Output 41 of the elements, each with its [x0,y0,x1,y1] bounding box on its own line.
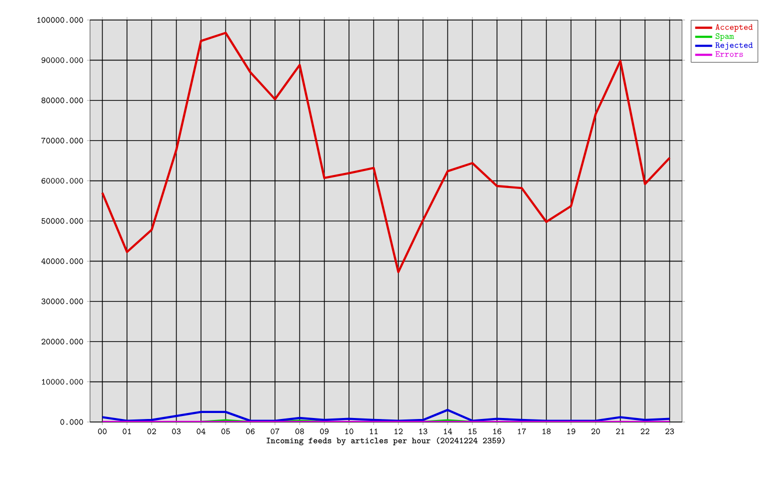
y-tick-label: 40000.000 [41,258,84,264]
legend-label: Accepted [716,24,753,32]
legend-label: Spam [716,33,734,41]
x-tick-label: 06 [246,428,255,434]
x-tick-label: 02 [147,428,156,434]
y-tick-label: 70000.000 [42,138,84,144]
y-tick-label: 60000.000 [42,178,84,184]
x-tick-label: 13 [419,428,428,434]
x-tick-label: 00 [98,428,107,434]
x-tick-label: 05 [221,428,230,434]
y-tick-label: 100000.000 [37,17,84,23]
y-tick-label: 20000.000 [42,338,84,344]
x-tick-label: 14 [444,428,452,434]
y-tick-label: 80000.000 [42,98,84,104]
x-tick-label: 09 [320,428,329,434]
x-tick-label: 19 [567,428,576,434]
legend-label: Errors [715,51,743,57]
x-tick-label: 18 [542,428,551,434]
x-tick-label: 16 [493,428,502,434]
y-tick-label: 50000.000 [42,218,84,224]
x-axis-title: Incoming feeds by articles per hour (20241224 2359) [266,437,505,446]
legend-label: Rejected [715,42,753,50]
x-tick-label: 22 [640,428,650,434]
x-tick-label: 08 [295,428,304,434]
x-tick-label: 10 [345,428,354,434]
line-series [101,32,671,274]
x-tick-label: 21 [616,428,624,434]
x-tick-label: 07 [270,428,280,434]
y-tick-label: 30000.000 [42,298,84,304]
y-tick-label: 90000.000 [42,57,84,64]
x-tick-label: 23 [665,428,674,434]
y-tick-label: 0.000 [60,419,84,425]
x-tick-label: 01 [122,428,131,434]
x-tick-label: 12 [394,428,403,434]
x-tick-label: 17 [518,428,526,434]
y-tick-label: 10000.000 [42,378,84,385]
x-tick-label: 03 [172,428,181,434]
x-tick-label: 20 [591,428,600,434]
x-tick-label: 11 [370,428,378,434]
x-tick-label: 15 [468,428,477,434]
x-tick-label: 04 [196,428,206,434]
